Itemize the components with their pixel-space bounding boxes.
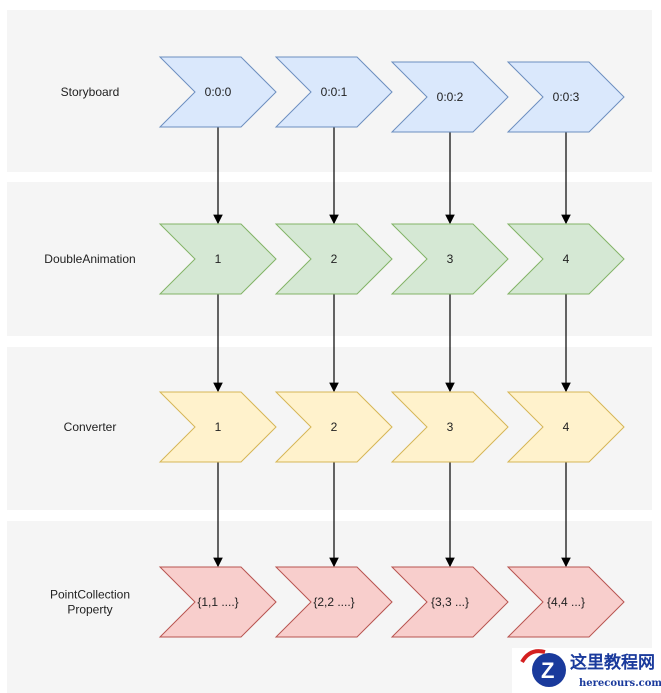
step-chevron: {1,1 ....} xyxy=(158,566,277,638)
lane-label: Property xyxy=(67,603,112,617)
logo-icon xyxy=(532,653,566,687)
step-chevron: 0:0:0 xyxy=(158,56,277,128)
chevron-shape xyxy=(390,61,509,133)
chevron-shape xyxy=(158,56,277,128)
step-label: {1,1 ....} xyxy=(197,595,238,609)
chevron-shape xyxy=(274,391,393,463)
step-label: 0:0:1 xyxy=(321,85,348,99)
step-chevron: {2,2 ....} xyxy=(274,566,393,638)
watermark-logo: Z 这里教程网 herecours.com xyxy=(512,648,661,693)
chevron-shape xyxy=(274,566,393,638)
lane-label: Converter xyxy=(64,420,117,434)
step-chevron: 0:0:3 xyxy=(506,61,625,133)
step-label: 4 xyxy=(563,252,570,266)
step-chevron: {4,4 ...} xyxy=(506,566,625,638)
chevron-shape xyxy=(506,391,625,463)
chevron-shape xyxy=(506,566,625,638)
watermark-subtitle: herecours.com xyxy=(579,678,661,689)
step-label: 1 xyxy=(215,252,222,266)
step-label: 0:0:3 xyxy=(553,90,580,104)
chevron-shape xyxy=(506,61,625,133)
step-label: {4,4 ...} xyxy=(547,595,585,609)
chevron-shape xyxy=(506,223,625,295)
step-label: 3 xyxy=(447,252,454,266)
watermark-title: 这里教程网 xyxy=(570,652,655,673)
chevron-shape xyxy=(390,223,509,295)
step-label: 2 xyxy=(331,420,338,434)
chevron-shape xyxy=(158,391,277,463)
chevron-shape xyxy=(390,391,509,463)
step-chevron: 4 xyxy=(506,391,625,463)
step-chevron: 2 xyxy=(274,391,393,463)
step-chevron: 0:0:1 xyxy=(274,56,393,128)
step-label: 3 xyxy=(447,420,454,434)
step-chevron: 4 xyxy=(506,223,625,295)
chevron-shape xyxy=(274,223,393,295)
step-chevron: 1 xyxy=(158,391,277,463)
chevron-shape xyxy=(390,566,509,638)
svg-text:Z: Z xyxy=(541,658,554,683)
step-label: 1 xyxy=(215,420,222,434)
step-label: 2 xyxy=(331,252,338,266)
step-chevron: {3,3 ...} xyxy=(390,566,509,638)
step-label: 0:0:2 xyxy=(437,90,464,104)
chevron-shape xyxy=(158,223,277,295)
lane-label: Storyboard xyxy=(61,85,120,99)
step-label: {2,2 ....} xyxy=(313,595,354,609)
step-chevron: 2 xyxy=(274,223,393,295)
lane-label: PointCollection xyxy=(50,588,130,602)
step-label: 4 xyxy=(563,420,570,434)
chevron-shape xyxy=(274,56,393,128)
chevron-shape xyxy=(158,566,277,638)
step-chevron: 0:0:2 xyxy=(390,61,509,133)
lane-label: DoubleAnimation xyxy=(44,252,135,266)
step-chevron: 3 xyxy=(390,391,509,463)
step-chevron: 1 xyxy=(158,223,277,295)
step-chevron: 3 xyxy=(390,223,509,295)
step-label: 0:0:0 xyxy=(205,85,232,99)
step-label: {3,3 ...} xyxy=(431,595,469,609)
